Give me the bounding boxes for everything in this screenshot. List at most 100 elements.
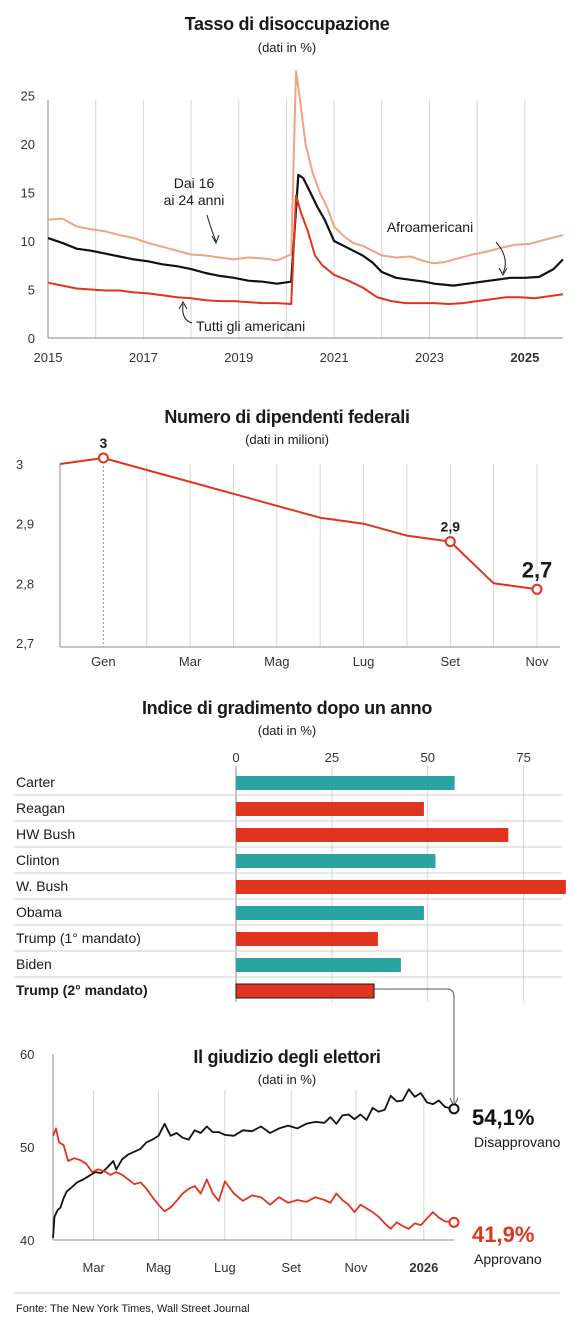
- disapprove-label: Disapprovano: [474, 1134, 561, 1150]
- y-tick-2,7: 2,7: [16, 636, 34, 651]
- voter-title: Il giudizio degli elettori: [193, 1047, 380, 1067]
- series-line-youth: [47, 70, 564, 265]
- approval-title: Indice di gradimento dopo un anno: [142, 698, 432, 718]
- federal-employees-chart: Numero di dipendenti federali (dati in m…: [16, 407, 560, 669]
- x-tick-0: 0: [232, 750, 239, 765]
- y-tick-40: 40: [20, 1233, 34, 1248]
- unemployment-annotations: Dai 16 ai 24 anni Afroamericani Tutti gl…: [164, 175, 508, 334]
- y-tick-5: 5: [28, 282, 35, 297]
- y-tick-20: 20: [21, 137, 35, 152]
- x-tick-2026: 2026: [409, 1260, 438, 1275]
- disapprove-end-marker: [448, 1103, 460, 1115]
- x-tick-Lug: Lug: [214, 1260, 236, 1275]
- y-tick-3: 3: [16, 457, 23, 472]
- marker-Set: [444, 536, 456, 548]
- bar-clinton: [236, 854, 436, 868]
- unemployment-x-ticks: 2015 2017 2019 2021 2023 2025: [34, 350, 540, 365]
- connector-line: [374, 988, 455, 1103]
- x-tick-2025: 2025: [510, 350, 539, 365]
- annotation-all: Tutti gli americani: [196, 318, 305, 334]
- disapprove-line: [52, 1088, 455, 1239]
- voter-grid: [52, 1054, 454, 1241]
- category-label-clinton: Clinton: [16, 852, 60, 868]
- y-tick-25: 25: [21, 88, 35, 103]
- category-label-carter: Carter: [16, 774, 55, 790]
- category-label-trump-1-mandato: Trump (1° mandato): [16, 930, 141, 946]
- unemployment-title: Tasso di disoccupazione: [185, 14, 390, 34]
- annotation-youth-line2: ai 24 anni: [164, 192, 225, 208]
- annotation-youth-pointer: [206, 214, 217, 242]
- federal-grid: [59, 464, 560, 648]
- approval-rows: Carter Reagan HW Bush Clinton W. Bush Obama Tr…: [14, 774, 566, 999]
- category-label-trump-2-mandato: Trump (2° mandato): [16, 982, 148, 998]
- category-label-reagan: Reagan: [16, 800, 65, 816]
- marker-Gen: [97, 452, 109, 464]
- approve-label: Approvano: [474, 1251, 542, 1267]
- x-tick-Mar: Mar: [179, 654, 202, 669]
- bar-obama: [236, 906, 424, 920]
- voter-subtitle: (dati in %): [258, 1072, 317, 1087]
- x-tick-Set: Set: [441, 654, 461, 669]
- annotation-all-pointer: [182, 303, 193, 324]
- unemployment-chart: Tasso di disoccupazione (dati in %) 0 5 10…: [21, 14, 564, 365]
- unemployment-grid: [47, 100, 563, 339]
- x-tick-2017: 2017: [129, 350, 158, 365]
- series-line-all-americans: [47, 194, 564, 305]
- source-note: Fonte: The New York Times, Wall Street J…: [16, 1303, 250, 1315]
- x-tick-Set: Set: [281, 1260, 301, 1275]
- approve-value: 41,9%: [472, 1222, 534, 1247]
- series-line-black-americans: [47, 173, 564, 287]
- marker-label-Set: 2,9: [441, 519, 461, 535]
- marker-label-Gen: 3: [99, 435, 107, 451]
- category-label-obama: Obama: [16, 904, 62, 920]
- federal-line: [59, 457, 538, 591]
- federal-x-ticks: Gen Mar Mag Lug Set Nov: [91, 654, 549, 669]
- y-tick-15: 15: [21, 185, 35, 200]
- federal-y-ticks: 2,7 2,8 2,9 3: [16, 457, 34, 651]
- bar-hw-bush: [236, 828, 509, 842]
- bar-w-bush: [236, 880, 566, 894]
- x-tick-2019: 2019: [224, 350, 253, 365]
- annotation-youth-line1: Dai 16: [174, 175, 215, 191]
- y-tick-0: 0: [28, 331, 35, 346]
- x-tick-Mar: Mar: [83, 1260, 106, 1275]
- y-tick-50: 50: [20, 1140, 34, 1155]
- federal-series-line: [59, 457, 538, 591]
- x-tick-Nov: Nov: [344, 1260, 368, 1275]
- voter-lines: [52, 1088, 455, 1239]
- unemployment-y-ticks: 0 5 10 15 20 25: [21, 88, 35, 346]
- approve-end-marker: [448, 1216, 460, 1228]
- federal-markers: 3 2,9 2,7: [97, 435, 553, 595]
- x-tick-2021: 2021: [320, 350, 349, 365]
- unemployment-subtitle: (dati in %): [258, 40, 317, 55]
- bar-reagan: [236, 802, 424, 816]
- voter-opinion-chart: Il giudizio degli elettori (dati in %) 4…: [20, 1047, 561, 1275]
- federal-subtitle: (dati in milioni): [245, 432, 329, 447]
- approve-line: [52, 1127, 455, 1230]
- y-tick-2,8: 2,8: [16, 576, 34, 591]
- bar-trump-2-mandato: [235, 983, 375, 999]
- category-label-hw-bush: HW Bush: [16, 826, 75, 842]
- voter-end-labels: 54,1% Disapprovano 41,9% Approvano: [448, 1103, 561, 1267]
- x-tick-Nov: Nov: [525, 654, 549, 669]
- annotation-youth-arrowhead: [211, 234, 220, 245]
- x-tick-25: 25: [325, 750, 339, 765]
- x-tick-Gen: Gen: [91, 654, 116, 669]
- bar-carter: [236, 776, 455, 790]
- x-tick-Lug: Lug: [353, 654, 375, 669]
- annotation-black-arrowhead: [498, 267, 508, 277]
- x-tick-50: 50: [421, 750, 435, 765]
- category-label-biden: Biden: [16, 956, 52, 972]
- x-tick-2015: 2015: [34, 350, 63, 365]
- federal-title: Numero di dipendenti federali: [164, 407, 409, 427]
- y-tick-10: 10: [21, 234, 35, 249]
- category-label-w-bush: W. Bush: [16, 878, 68, 894]
- x-tick-Mag: Mag: [146, 1260, 171, 1275]
- bar-trump-1-mandato: [236, 932, 378, 946]
- approval-subtitle: (dati in %): [258, 723, 317, 738]
- annotation-all-arrowhead: [178, 300, 188, 310]
- unemployment-lines: [47, 70, 564, 305]
- disapprove-value: 54,1%: [472, 1105, 534, 1130]
- marker-label-Nov: 2,7: [522, 557, 553, 582]
